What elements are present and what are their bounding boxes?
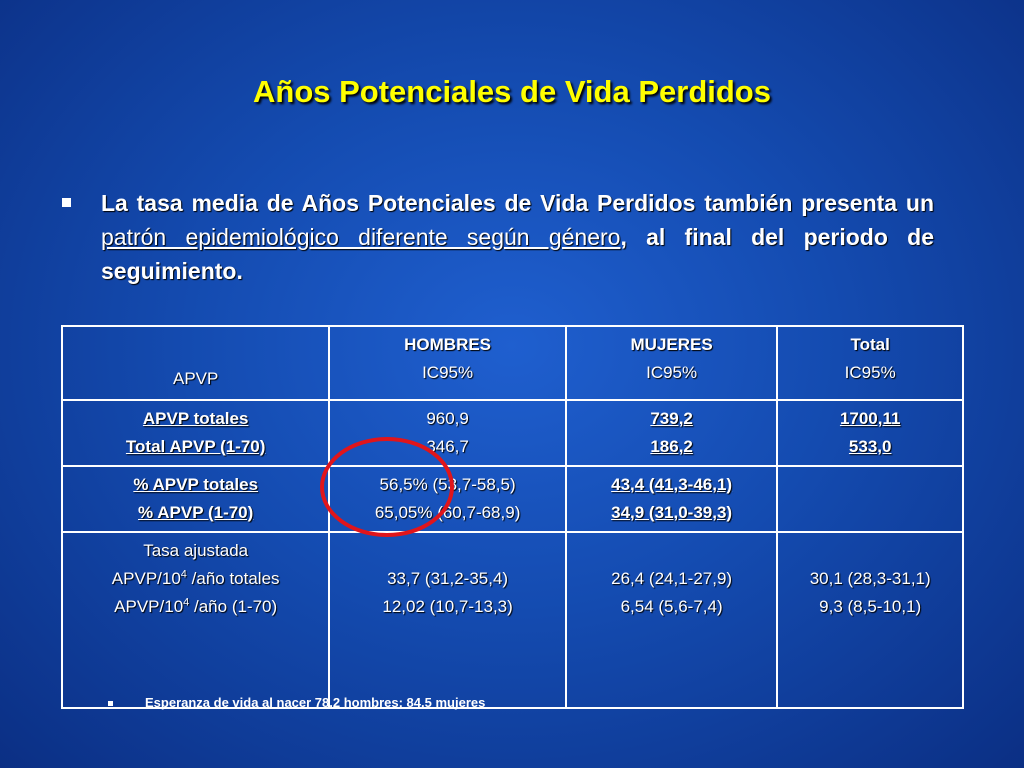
footnote: Esperanza de vida al nacer 78,2 hombres;…: [108, 695, 485, 710]
bullet-text-part2: patrón epidemiológico diferente según gé…: [101, 224, 621, 250]
bullet-text-part3: , al final del periodo de seguimiento.: [101, 224, 934, 284]
highlight-circle: [320, 437, 454, 537]
header-mujeres: MUJERES IC95%: [564, 325, 779, 401]
bullet-item: La tasa media de Años Potenciales de Vid…: [62, 186, 934, 288]
table-row: APVP totales Total APVP (1-70) 960,9 346…: [60, 399, 964, 467]
cell-hombres: 33,7 (31,2-35,4) 12,02 (10,7-13,3): [328, 531, 567, 709]
cell-hombres: 960,9 346,7: [328, 399, 567, 467]
cell-total: 30,1 (28,3-31,1) 9,3 (8,5-10,1): [776, 531, 964, 709]
table-row: Tasa ajustada APVP/104 /año totales APVP…: [60, 531, 964, 709]
cell-total: [776, 465, 964, 533]
cell-mujeres: 739,2 186,2: [564, 399, 779, 467]
header-hombres: HOMBRES IC95%: [328, 325, 567, 401]
row-label: % APVP totales % APVP (1-70): [60, 465, 331, 533]
bullet-text-part1: La tasa media de Años Potenciales de Vid…: [101, 190, 934, 216]
cell-mujeres: 43,4 (41,3-46,1) 34,9 (31,0-39,3): [564, 465, 779, 533]
slide-title: Años Potenciales de Vida Perdidos: [253, 74, 771, 109]
row-label: APVP totales Total APVP (1-70): [60, 399, 331, 467]
cell-mujeres: 26,4 (24,1-27,9) 6,54 (5,6-7,4): [564, 531, 779, 709]
table-row: % APVP totales % APVP (1-70) 56,5% (53,7…: [60, 465, 964, 533]
apvp-table: APVP HOMBRES IC95% MUJERES IC95% Total I…: [60, 325, 964, 709]
cell-total: 1700,11 533,0: [776, 399, 964, 467]
footnote-bullet-icon: [108, 701, 113, 707]
bullet-square-icon: [62, 198, 71, 207]
bullet-text: La tasa media de Años Potenciales de Vid…: [101, 186, 934, 288]
header-total: Total IC95%: [776, 325, 964, 401]
header-apvp: APVP: [60, 325, 331, 401]
row-label: Tasa ajustada APVP/104 /año totales APVP…: [60, 531, 331, 709]
table-header-row: APVP HOMBRES IC95% MUJERES IC95% Total I…: [60, 325, 964, 401]
footnote-text: Esperanza de vida al nacer 78,2 hombres;…: [145, 695, 486, 710]
